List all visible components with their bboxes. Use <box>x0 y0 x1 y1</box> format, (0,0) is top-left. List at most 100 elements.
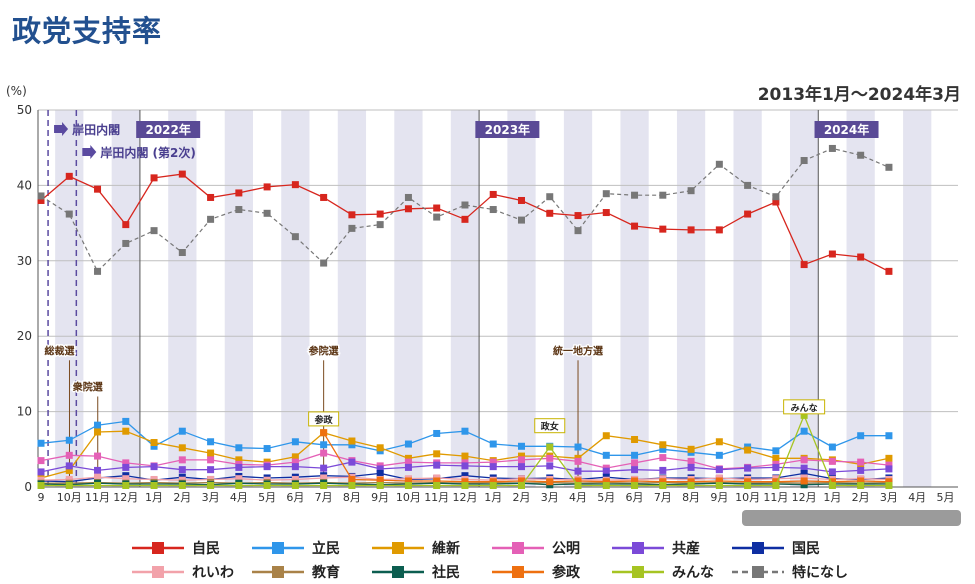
data-point <box>715 226 723 234</box>
data-point <box>461 427 469 435</box>
data-point <box>631 191 639 199</box>
data-point <box>744 478 752 486</box>
data-point <box>574 227 582 235</box>
data-point <box>404 193 412 201</box>
column-band <box>450 110 480 487</box>
data-point <box>659 225 667 233</box>
x-tick-label: 11月 <box>85 491 110 504</box>
legend-swatch <box>252 566 304 578</box>
data-point <box>291 233 299 241</box>
data-point <box>885 454 893 462</box>
annotation-label: 参政 <box>315 414 334 426</box>
data-point <box>65 436 73 444</box>
x-tick-label: 5月 <box>936 491 954 504</box>
data-point <box>885 432 893 440</box>
legend-swatch <box>492 566 544 578</box>
y-tick-label: 10 <box>17 405 32 419</box>
data-point <box>291 481 299 489</box>
series-参政 <box>320 429 893 486</box>
x-tick-label: 9月 <box>371 491 389 504</box>
legend-item: 共産 <box>610 538 730 558</box>
data-point <box>659 478 667 486</box>
chart-scrollbar[interactable] <box>742 510 961 526</box>
data-point <box>37 481 45 489</box>
legend-label: 維新 <box>432 541 460 557</box>
legend-swatch <box>732 542 784 554</box>
column-band <box>224 110 253 487</box>
x-tick-label: 12月 <box>792 491 817 504</box>
data-point <box>65 481 73 489</box>
data-point <box>772 478 780 486</box>
data-point <box>404 440 412 448</box>
data-point <box>828 144 836 152</box>
data-point <box>885 163 893 171</box>
data-point <box>433 450 441 458</box>
data-point <box>574 212 582 220</box>
data-point <box>828 481 836 489</box>
data-point <box>631 466 639 474</box>
data-point <box>235 189 243 197</box>
data-point <box>404 458 412 466</box>
data-point <box>489 440 497 448</box>
year-badge <box>475 121 540 138</box>
y-tick-label: 50 <box>17 103 32 117</box>
data-point <box>659 466 667 474</box>
legend-swatch <box>132 542 184 554</box>
series-共産 <box>37 458 893 476</box>
legend-label: 特になし <box>792 565 848 581</box>
data-point <box>687 445 695 453</box>
legend-swatch <box>732 566 784 578</box>
annotation-label: みんな <box>791 403 818 414</box>
x-tick-label: 8月 <box>682 491 700 504</box>
data-point <box>885 461 893 469</box>
legend-label: 教育 <box>312 565 340 581</box>
data-point <box>659 481 667 489</box>
data-point <box>517 196 525 204</box>
x-tick-label: 10月 <box>735 491 760 504</box>
x-tick-label: 12月 <box>452 491 477 504</box>
data-point <box>263 183 271 191</box>
data-point <box>178 249 186 257</box>
data-point <box>207 449 215 457</box>
data-point <box>800 481 808 489</box>
data-point <box>659 445 667 453</box>
legend-item: 公明 <box>490 538 610 558</box>
x-tick-label: 7月 <box>315 491 333 504</box>
data-point <box>517 463 525 471</box>
data-point <box>800 477 808 485</box>
x-tick-label: 4月 <box>569 491 587 504</box>
data-point <box>800 469 808 477</box>
data-point <box>65 451 73 459</box>
data-point <box>857 151 865 159</box>
data-point <box>433 481 441 489</box>
data-point <box>348 224 356 232</box>
data-point <box>857 481 865 489</box>
column-band <box>733 110 762 487</box>
data-point <box>178 456 186 464</box>
data-point <box>828 468 836 476</box>
y-tick-label: 0 <box>24 480 32 494</box>
cabinet-arrow <box>54 122 69 136</box>
data-point <box>376 465 384 473</box>
data-point <box>235 444 243 452</box>
date-range: 2013年1月～2024年3月 <box>757 85 961 105</box>
data-point <box>122 459 130 467</box>
data-point <box>178 170 186 178</box>
data-point <box>178 427 186 435</box>
data-point <box>744 446 752 454</box>
data-point <box>263 445 271 453</box>
data-point <box>772 198 780 206</box>
data-point <box>489 206 497 214</box>
data-point <box>800 427 808 435</box>
data-point <box>659 441 667 449</box>
annotation-label: 政女 <box>541 421 559 433</box>
data-point <box>94 473 102 481</box>
data-point <box>320 474 328 482</box>
data-point <box>659 191 667 199</box>
data-point <box>461 452 469 460</box>
x-tick-label: 3月 <box>880 491 898 504</box>
data-point <box>517 452 525 460</box>
data-point <box>885 465 893 473</box>
data-point <box>433 429 441 437</box>
